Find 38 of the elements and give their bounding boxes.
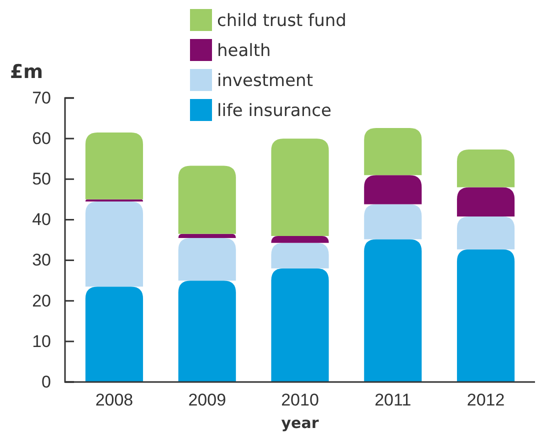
x-tick-label: 2009 (188, 390, 226, 410)
y-tick-label: 70 (32, 88, 51, 108)
y-tick-label: 30 (32, 250, 51, 270)
y-tick-label: 0 (42, 372, 51, 392)
bar (364, 239, 422, 382)
y-tick-label: 50 (32, 170, 51, 189)
x-tick-label: 2008 (95, 390, 134, 410)
bar (271, 236, 329, 243)
x-axis-title: year (281, 414, 320, 432)
bar (178, 234, 236, 238)
y-axis-title: £m (10, 61, 44, 83)
bar (178, 280, 236, 382)
y-tick-label: 20 (32, 291, 51, 310)
bar (178, 166, 236, 234)
legend-label: child trust fund (217, 11, 346, 31)
bar (271, 242, 329, 268)
bar (178, 238, 236, 281)
legend-label: health (217, 41, 271, 61)
legend-label: investment (217, 71, 314, 91)
y-tick-label: 40 (32, 210, 51, 230)
x-tick-label: 2010 (281, 390, 319, 410)
y-tick-label: 10 (32, 332, 51, 351)
legend-label: life insurance (217, 101, 332, 121)
bar (456, 216, 515, 250)
bar (271, 268, 329, 382)
bar (456, 249, 515, 382)
bar (85, 286, 144, 382)
bar (456, 187, 515, 216)
bar (364, 128, 422, 176)
x-tick-label: 2012 (466, 390, 505, 410)
bar (271, 138, 329, 236)
bar (364, 204, 422, 240)
y-tick-label: 60 (32, 129, 51, 148)
bar (456, 150, 515, 188)
bar (85, 132, 144, 200)
bar (85, 201, 144, 287)
x-tick-label: 2011 (374, 390, 412, 410)
bar (364, 175, 422, 204)
